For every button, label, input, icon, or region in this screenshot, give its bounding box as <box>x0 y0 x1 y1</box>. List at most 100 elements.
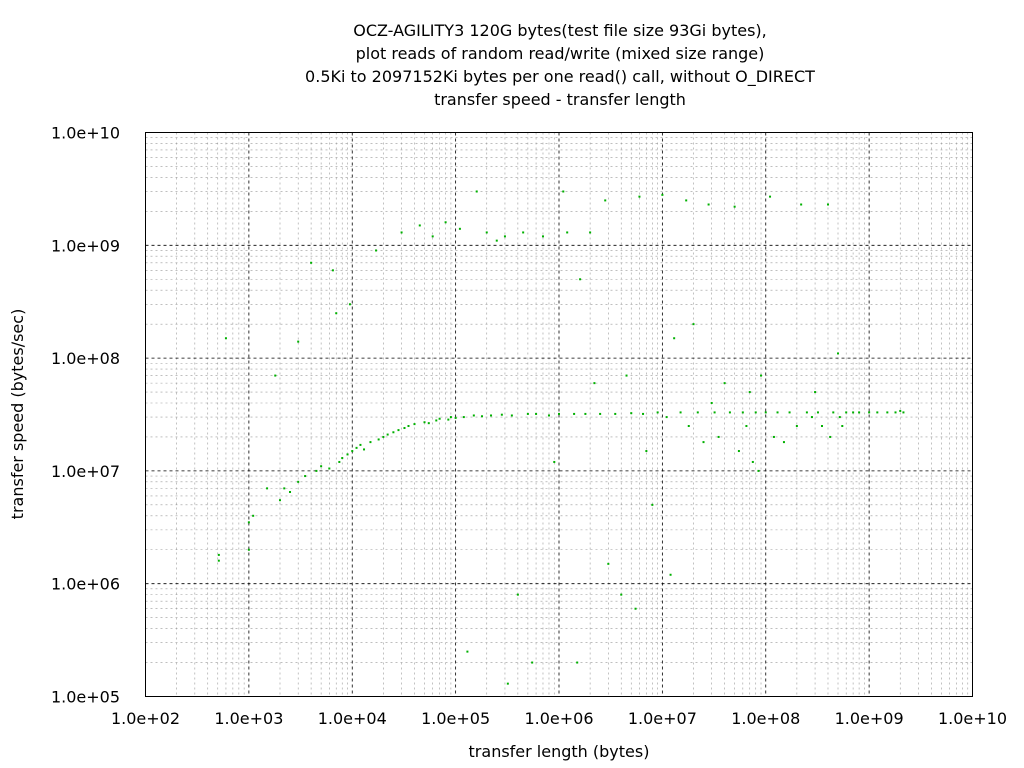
data-point <box>413 423 416 426</box>
data-point <box>661 193 664 196</box>
data-point <box>687 425 690 428</box>
data-point <box>435 419 438 422</box>
y-tick-label: 1.0e+05 <box>51 688 120 707</box>
x-tick-labels: 1.0e+02 1.0e+03 1.0e+04 1.0e+05 1.0e+06 1.0e+… <box>111 709 1007 728</box>
data-point <box>707 203 710 206</box>
data-point <box>304 475 307 478</box>
data-point <box>642 412 645 415</box>
data-points <box>217 190 905 685</box>
data-point <box>805 411 808 414</box>
x-tick-label: 1.0e+04 <box>318 709 387 728</box>
data-point <box>283 487 286 490</box>
data-point <box>562 190 565 193</box>
data-point <box>310 261 313 264</box>
data-point <box>748 391 751 394</box>
data-point <box>217 553 220 556</box>
x-axis-label: transfer length (bytes) <box>469 742 650 761</box>
data-point <box>760 374 763 377</box>
data-point <box>449 416 452 419</box>
data-point <box>651 503 654 506</box>
data-point <box>841 425 844 428</box>
data-point <box>535 412 538 415</box>
data-point <box>346 453 349 456</box>
data-point <box>252 514 255 517</box>
data-point <box>702 441 705 444</box>
data-point <box>826 203 829 206</box>
data-point <box>837 352 840 355</box>
data-point <box>728 411 731 414</box>
data-point <box>444 221 447 224</box>
data-point <box>769 195 772 198</box>
data-point <box>764 411 767 414</box>
data-point <box>447 418 450 421</box>
data-point <box>328 467 331 470</box>
data-point <box>355 446 358 449</box>
data-point <box>737 450 740 453</box>
data-point <box>604 199 607 202</box>
data-point <box>852 411 855 414</box>
data-point <box>454 416 457 419</box>
data-point <box>338 460 341 463</box>
x-tick-label: 1.0e+09 <box>835 709 904 728</box>
data-point <box>503 235 506 238</box>
data-point <box>427 422 430 425</box>
data-point <box>266 487 269 490</box>
data-point <box>558 412 560 415</box>
x-tick-label: 1.0e+02 <box>111 709 180 728</box>
data-point <box>656 411 659 414</box>
chart-title: OCZ-AGILITY3 120G bytes(test file size 9… <box>305 21 815 109</box>
data-point <box>475 190 478 193</box>
y-tick-label: 1.0e+07 <box>51 462 120 481</box>
data-point <box>894 411 897 414</box>
data-point <box>278 499 281 502</box>
data-point <box>348 303 351 306</box>
plot-frame <box>145 132 973 697</box>
data-point <box>858 411 861 414</box>
data-point <box>431 235 434 238</box>
title-line-4: transfer speed - transfer length <box>434 90 686 109</box>
data-point <box>679 411 682 414</box>
data-point <box>638 195 641 198</box>
data-point <box>359 443 362 446</box>
data-point <box>673 337 676 340</box>
data-point <box>386 433 389 436</box>
data-point <box>553 460 556 463</box>
data-point <box>490 414 493 417</box>
data-point <box>335 312 338 315</box>
data-point <box>397 429 400 432</box>
y-tick-label: 1.0e+06 <box>51 575 120 594</box>
data-point <box>472 414 475 417</box>
data-point <box>816 411 819 414</box>
data-point <box>717 435 720 438</box>
x-tick-label: 1.0e+05 <box>421 709 490 728</box>
data-point <box>754 411 757 414</box>
y-tick-labels: 1.0e+05 1.0e+06 1.0e+07 1.0e+08 1.0e+09 1.0e+… <box>51 124 120 707</box>
data-point <box>392 431 395 434</box>
data-point <box>886 411 889 414</box>
data-point <box>579 278 582 281</box>
data-point <box>607 562 610 565</box>
data-point <box>814 391 817 394</box>
data-point <box>320 465 323 468</box>
data-point <box>868 411 871 414</box>
data-point <box>541 235 544 238</box>
data-point <box>795 425 798 428</box>
data-point <box>810 416 813 419</box>
data-point <box>403 427 406 430</box>
data-point <box>614 412 617 415</box>
data-point <box>547 414 550 417</box>
data-point <box>645 450 648 453</box>
data-point <box>297 480 300 483</box>
data-point <box>400 231 403 234</box>
data-point <box>341 457 344 460</box>
data-point <box>351 450 354 453</box>
data-point <box>782 441 785 444</box>
title-line-1: OCZ-AGILITY3 120G bytes(test file size 9… <box>353 21 767 40</box>
data-point <box>274 374 277 377</box>
data-point <box>466 650 469 653</box>
x-tick-label: 1.0e+07 <box>628 709 697 728</box>
data-point <box>382 435 385 438</box>
data-point <box>745 425 748 428</box>
data-point <box>599 412 602 415</box>
